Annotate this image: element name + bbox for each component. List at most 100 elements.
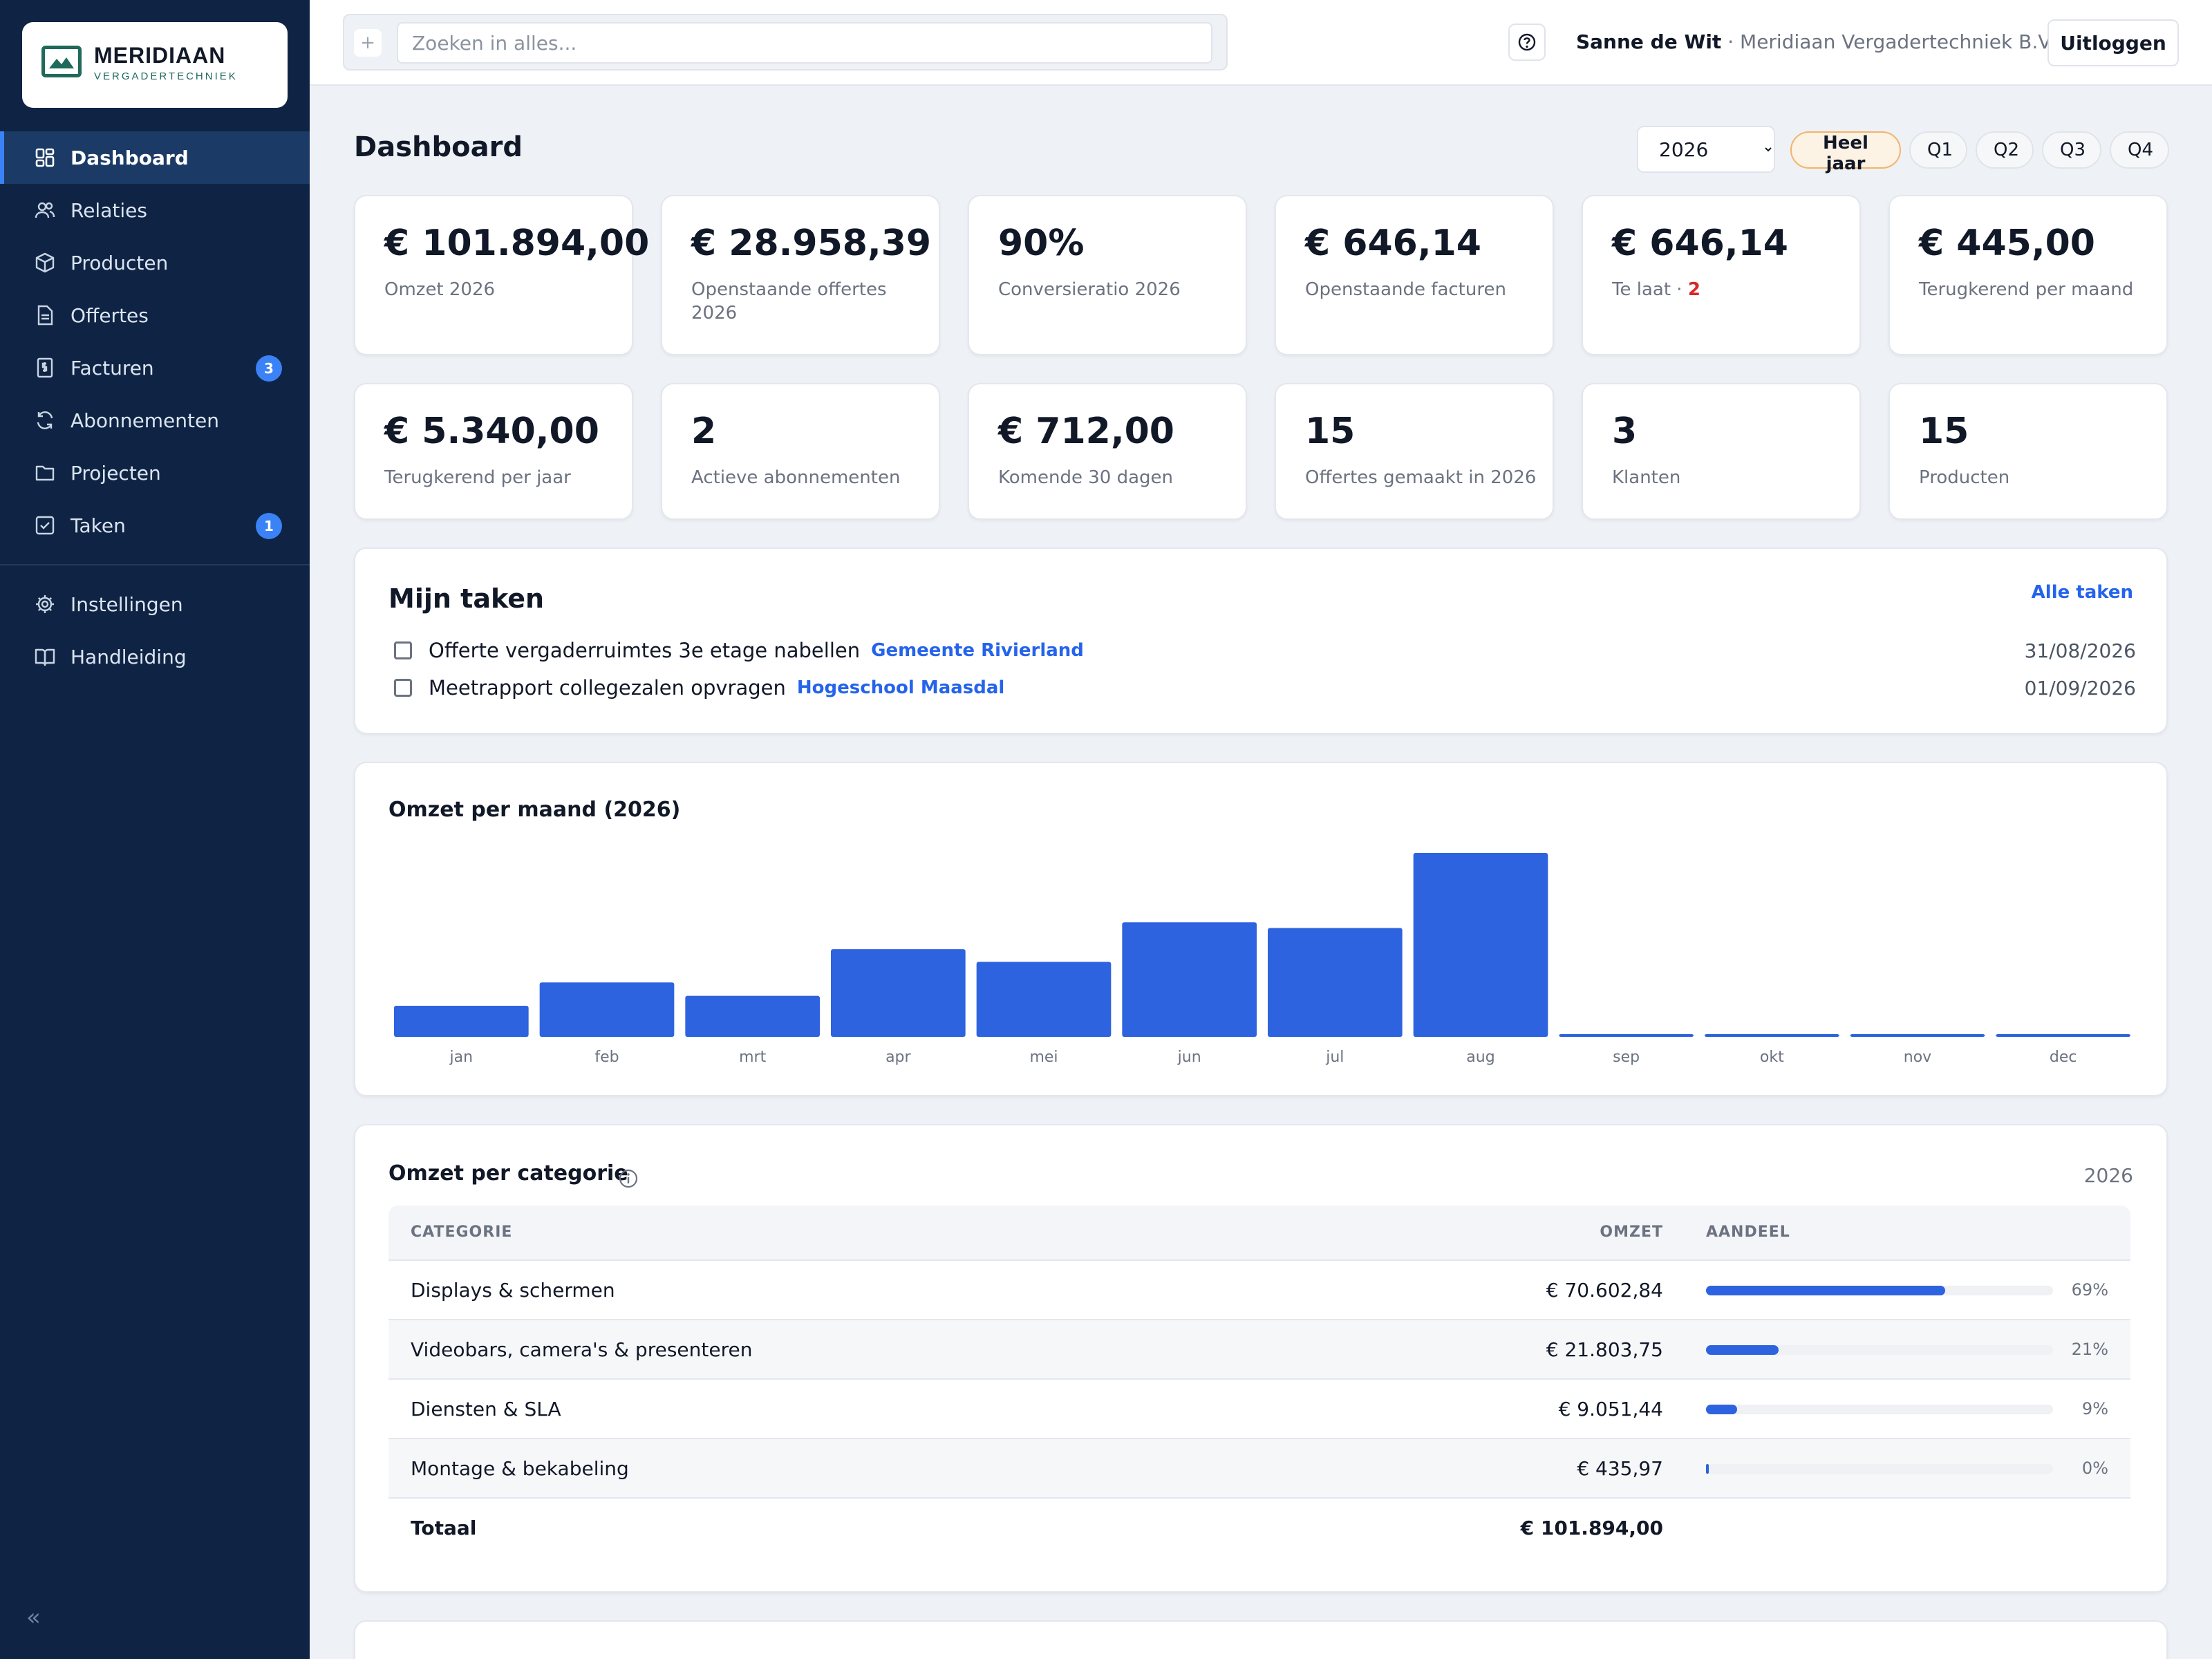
task-due-date: 01/09/2026 xyxy=(2024,676,2136,700)
task-client-link[interactable]: Hogeschool Maasdal xyxy=(796,677,1005,698)
category-title: Omzet per categorie xyxy=(388,1161,628,1185)
x-tick-label: feb xyxy=(594,1049,619,1066)
search-bar: + xyxy=(343,14,1228,71)
task-checkbox[interactable] xyxy=(394,641,412,659)
bar-jun[interactable] xyxy=(1122,922,1257,1037)
sidebar: MERIDIAAN VERGADERTECHNIEK Dashboard Rel… xyxy=(0,0,310,1659)
next-section-card xyxy=(354,1620,2168,1659)
period-button-q4[interactable]: Q4 xyxy=(2110,131,2169,169)
kpi-label: Openstaande facturen xyxy=(1305,279,1506,300)
logo-icon xyxy=(41,46,82,77)
category-amount: € 21.803,75 xyxy=(1546,1338,1663,1361)
kpi-card-openstaande-offertes[interactable]: € 28.958,39 Openstaande offertes 2026 xyxy=(661,195,940,355)
kpi-label: Openstaande offertes 2026 xyxy=(691,279,887,324)
category-share-percent: 9% xyxy=(2081,1399,2108,1418)
sidebar-item-abonnementen[interactable]: Abonnementen xyxy=(0,394,310,447)
kpi-card-omzet[interactable]: € 101.894,00 Omzet 2026 xyxy=(354,195,649,355)
sidebar-item-taken[interactable]: Taken 1 xyxy=(0,499,310,552)
bar-jul[interactable] xyxy=(1268,928,1403,1037)
period-button-q3[interactable]: Q3 xyxy=(2042,131,2101,169)
sidebar-item-offertes[interactable]: Offertes xyxy=(0,289,310,341)
bar-dec[interactable] xyxy=(1996,1034,2130,1037)
kpi-card-te-laat[interactable]: € 646,14 Te laat · 2 xyxy=(1582,195,1861,355)
task-due-date: 31/08/2026 xyxy=(2024,639,2136,662)
user-info: Sanne de Wit · Meridiaan Vergadertechnie… xyxy=(1576,30,2055,53)
bar-sep[interactable] xyxy=(1559,1034,1694,1037)
category-name: Displays & schermen xyxy=(411,1279,615,1302)
plus-icon[interactable]: + xyxy=(354,29,382,57)
topbar: + Sanne de Wit · Meridiaan Vergadertechn… xyxy=(310,0,2212,86)
share-bar xyxy=(1706,1345,2053,1355)
category-name: Montage & bekabeling xyxy=(411,1457,629,1480)
sidebar-item-dashboard[interactable]: Dashboard xyxy=(0,131,310,184)
search-input[interactable] xyxy=(397,22,1212,64)
bar-mrt[interactable] xyxy=(685,995,820,1037)
collapse-sidebar-icon[interactable]: « xyxy=(26,1604,41,1631)
bar-feb[interactable] xyxy=(539,982,675,1037)
kpi-value: € 712,00 xyxy=(998,411,1174,452)
user-name: Sanne de Wit xyxy=(1576,30,1722,53)
kpi-value: € 101.894,00 xyxy=(384,223,650,264)
info-icon[interactable] xyxy=(618,1168,639,1189)
page-title: Dashboard xyxy=(354,131,523,163)
year-select[interactable]: 2026 xyxy=(1637,126,1775,173)
late-count: 2 xyxy=(1687,279,1700,300)
task-checkbox[interactable] xyxy=(394,679,412,697)
bar-mei[interactable] xyxy=(976,962,1112,1037)
task-title[interactable]: Offerte vergaderruimtes 3e etage nabelle… xyxy=(429,639,861,662)
table-row: Montage & bekabeling € 435,97 0% xyxy=(388,1439,2130,1499)
table-total-row: Totaal € 101.894,00 xyxy=(388,1499,2130,1558)
logout-button[interactable]: Uitloggen xyxy=(2047,19,2179,66)
total-amount: € 101.894,00 xyxy=(1520,1517,1663,1539)
kpi-card-klanten[interactable]: 3 Klanten xyxy=(1582,383,1861,520)
kpi-label: Offertes gemaakt in 2026 xyxy=(1305,467,1537,488)
bar-apr[interactable] xyxy=(831,949,966,1037)
category-amount: € 70.602,84 xyxy=(1546,1279,1663,1302)
checkbox-icon xyxy=(35,516,55,535)
bar-nov[interactable] xyxy=(1850,1034,1985,1037)
column-header-omzet: OMZET xyxy=(1600,1224,1663,1241)
kpi-label: Klanten xyxy=(1612,467,1681,488)
all-tasks-link[interactable]: Alle taken xyxy=(2031,582,2133,603)
sidebar-item-handleiding[interactable]: Handleiding xyxy=(0,630,310,683)
x-tick-label: aug xyxy=(1466,1049,1494,1066)
period-button-q1[interactable]: Q1 xyxy=(1909,131,1967,169)
kpi-card-conversieratio[interactable]: 90% Conversieratio 2026 xyxy=(968,195,1247,355)
kpi-card-komende-30-dagen[interactable]: € 712,00 Komende 30 dagen xyxy=(968,383,1247,520)
invoice-icon xyxy=(37,357,53,378)
share-bar xyxy=(1706,1464,2053,1474)
tasks-title: Mijn taken xyxy=(388,583,545,614)
kpi-label: Te laat · 2 xyxy=(1612,278,1847,301)
chart-title: Omzet per maand (2026) xyxy=(388,798,681,822)
kpi-card-openstaande-facturen[interactable]: € 646,14 Openstaande facturen xyxy=(1275,195,1554,355)
task-client-link[interactable]: Gemeente Rivierland xyxy=(871,640,1084,661)
brand-logo[interactable]: MERIDIAAN VERGADERTECHNIEK xyxy=(22,22,288,108)
sidebar-item-instellingen[interactable]: Instellingen xyxy=(0,578,310,630)
box-icon xyxy=(35,252,55,273)
sidebar-item-relaties[interactable]: Relaties xyxy=(0,184,310,236)
sidebar-item-producten[interactable]: Producten xyxy=(0,236,310,289)
bar-aug[interactable] xyxy=(1413,853,1548,1037)
share-bar-fill xyxy=(1706,1405,1738,1414)
users-icon xyxy=(35,202,55,218)
kpi-card-offertes-gemaakt[interactable]: 15 Offertes gemaakt in 2026 xyxy=(1275,383,1554,520)
period-button-heel-jaar[interactable]: Heel jaar xyxy=(1790,131,1901,174)
kpi-card-terugkerend-jaar[interactable]: € 5.340,00 Terugkerend per jaar xyxy=(354,383,633,520)
dashboard-icon xyxy=(35,148,55,167)
bar-jan[interactable] xyxy=(394,1005,529,1037)
table-row: Videobars, camera's & presenteren € 21.8… xyxy=(388,1320,2130,1380)
total-label: Totaal xyxy=(411,1517,477,1539)
kpi-card-producten[interactable]: 15 Producten xyxy=(1888,383,2168,520)
task-title[interactable]: Meetrapport collegezalen opvragen xyxy=(429,676,786,700)
sidebar-item-projecten[interactable]: Projecten xyxy=(0,447,310,499)
share-bar-fill xyxy=(1706,1345,1779,1355)
sidebar-item-facturen[interactable]: Facturen 3 xyxy=(0,341,310,394)
help-button[interactable] xyxy=(1508,24,1546,61)
bar-okt[interactable] xyxy=(1705,1034,1839,1037)
help-icon xyxy=(1518,33,1536,51)
kpi-card-actieve-abonnementen[interactable]: 2 Actieve abonnementen xyxy=(661,383,940,520)
task-item: Meetrapport collegezalen opvragen Hogesc… xyxy=(394,671,2136,705)
kpi-label: Conversieratio 2026 xyxy=(998,279,1181,300)
kpi-card-terugkerend-maand[interactable]: € 445,00 Terugkerend per maand xyxy=(1888,195,2168,355)
period-button-q2[interactable]: Q2 xyxy=(1976,131,2034,169)
